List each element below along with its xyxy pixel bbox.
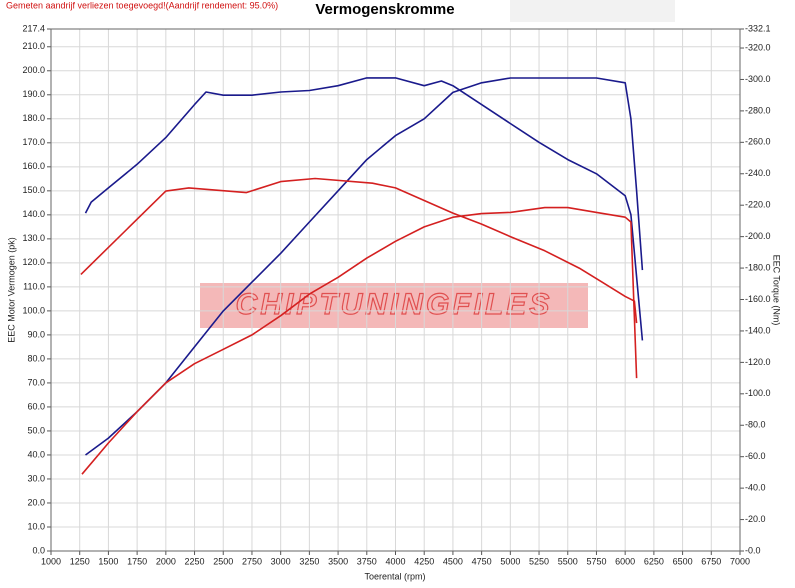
y2-tick-label: -120.0 — [745, 357, 771, 367]
y2-tick-label: -200.0 — [745, 231, 771, 241]
y2-tick-label: -80.0 — [745, 420, 766, 430]
y-tick-label: 50.0 — [27, 425, 45, 435]
y-tick-label: 217.4 — [22, 23, 45, 33]
watermark-band — [200, 283, 588, 328]
watermark: CHIPTUNINGFILES — [236, 288, 553, 321]
data-line — [81, 206, 638, 475]
y2-tick-label: -0.0 — [745, 545, 761, 555]
y2-tick-label: -180.0 — [745, 262, 771, 272]
chart-title: Vermogenskromme — [315, 1, 454, 18]
y2-tick-label: -320.0 — [745, 42, 771, 52]
y-tick-label: 110.0 — [23, 281, 45, 291]
y-tick-label: 40.0 — [27, 449, 45, 459]
x-tick-label: 6000 — [615, 556, 635, 566]
y2-tick-label: -220.0 — [745, 200, 771, 210]
x-tick-label: 2000 — [156, 556, 176, 566]
y-tick-label: 170.0 — [22, 137, 45, 147]
y-tick-label: 120.0 — [22, 257, 45, 267]
x-tick-label: 4750 — [472, 556, 492, 566]
y2-tick-label: -260.0 — [745, 137, 771, 147]
x-tick-label: 5000 — [500, 556, 520, 566]
x-axis-label: Toerental (rpm) — [364, 571, 425, 581]
y-tick-label: 150.0 — [22, 185, 45, 195]
plot-frame — [50, 28, 741, 552]
y-tick-label: 100.0 — [22, 305, 45, 315]
y-tick-label: 180.0 — [22, 113, 45, 123]
y-axis-label: EEC Motor Vermogen (pk) — [6, 237, 16, 343]
x-tick-label: 6750 — [701, 556, 721, 566]
y2-tick-label: -160.0 — [745, 294, 771, 304]
y2-tick-label: -100.0 — [745, 388, 771, 398]
x-tick-label: 3750 — [357, 556, 377, 566]
x-tick-label: 1000 — [41, 556, 61, 566]
x-tick-label: 5500 — [558, 556, 578, 566]
y-tick-label: 130.0 — [22, 233, 45, 243]
title-bar — [510, 0, 675, 22]
y2-tick-label: -240.0 — [745, 168, 771, 178]
y2-tick-label: -280.0 — [745, 105, 771, 115]
x-tick-label: 4000 — [385, 556, 405, 566]
y-tick-label: 210.0 — [22, 41, 45, 51]
x-tick-label: 3250 — [299, 556, 319, 566]
y2-tick-label: -20.0 — [745, 514, 766, 524]
y2-axis-label: EEC Torque (Nm) — [772, 255, 782, 326]
y-tick-label: 30.0 — [27, 473, 45, 483]
subtitle: Gemeten aandrijf verliezen toegevoegd!(A… — [6, 0, 278, 10]
y-tick-label: 80.0 — [27, 353, 45, 363]
y-tick-label: 70.0 — [27, 377, 45, 387]
y-tick-label: 0.0 — [32, 545, 45, 555]
x-tick-label: 1500 — [98, 556, 118, 566]
y-tick-label: 10.0 — [27, 521, 45, 531]
x-tick-label: 1750 — [127, 556, 147, 566]
x-tick-label: 5250 — [529, 556, 549, 566]
y-tick-label: 190.0 — [22, 89, 45, 99]
data-line — [85, 77, 644, 456]
y-tick-label: 20.0 — [27, 497, 45, 507]
data-line — [80, 177, 638, 324]
y2-tick-label: -300.0 — [745, 74, 771, 84]
x-tick-label: 4500 — [443, 556, 463, 566]
y-tick-label: 90.0 — [27, 329, 45, 339]
y2-tick-label: -40.0 — [745, 483, 766, 493]
x-tick-label: 6500 — [673, 556, 693, 566]
x-tick-label: 2750 — [242, 556, 262, 566]
y-tick-label: 140.0 — [22, 209, 45, 219]
y2-tick-label: -60.0 — [745, 451, 766, 461]
x-tick-label: 1250 — [70, 556, 90, 566]
y2-tick-label: -332.1 — [745, 23, 771, 33]
x-tick-label: 5750 — [586, 556, 606, 566]
x-tick-label: 3000 — [271, 556, 291, 566]
x-tick-label: 2250 — [185, 556, 205, 566]
y-tick-label: 60.0 — [27, 401, 45, 411]
y-tick-label: 160.0 — [22, 161, 45, 171]
x-tick-label: 6250 — [644, 556, 664, 566]
x-tick-label: 3500 — [328, 556, 348, 566]
data-line — [84, 77, 644, 341]
x-tick-label: 2500 — [213, 556, 233, 566]
y-tick-label: 200.0 — [22, 65, 45, 75]
y2-tick-label: -140.0 — [745, 325, 771, 335]
x-tick-label: 4250 — [414, 556, 434, 566]
x-tick-label: 7000 — [730, 556, 750, 566]
